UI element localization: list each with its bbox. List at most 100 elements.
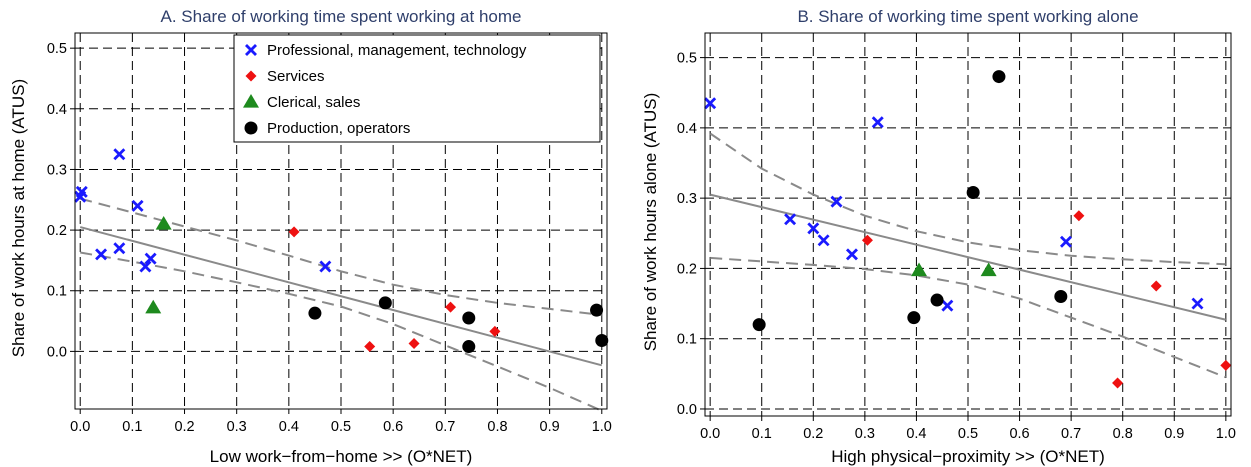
panel-a-point-professional	[131, 199, 144, 212]
panel-b-point-professional	[817, 234, 830, 247]
panel-b-x-tick-label: 0.6	[1009, 426, 1029, 442]
panel-b-y-tick-label: 0.4	[677, 121, 697, 137]
panel-b-y-tick-label: 0.2	[677, 261, 697, 277]
panel-a: A. Share of working time spent working a…	[9, 7, 612, 466]
panel-b-point-professional	[871, 116, 884, 129]
panel-b-grid	[705, 33, 1231, 416]
panel-b-x-tick-label: 0.7	[1061, 426, 1081, 442]
panel-a-point-professional	[113, 242, 126, 255]
panel-b-point-production	[930, 293, 944, 307]
legend-marker-professional-glyph	[245, 44, 257, 56]
panel-a-point-professional	[113, 148, 126, 161]
panel-b-ci-upper-line	[709, 132, 1226, 266]
legend-marker-services-glyph	[245, 70, 257, 82]
panel-a-x-tick-label: 0.9	[540, 419, 560, 435]
panel-a-point-professional	[95, 248, 108, 261]
panel-b: B. Share of working time spent working a…	[641, 7, 1236, 466]
panel-b-point-production	[907, 311, 921, 325]
panel-a-x-tick-label: 0.2	[174, 419, 194, 435]
panel-b-points	[704, 70, 1232, 389]
panel-b-point-clerical	[980, 262, 997, 277]
panel-b-series-production	[752, 70, 1068, 332]
panel-b-y-axis-label: Share of work hours alone (ATUS)	[641, 93, 660, 352]
legend: Professional, management, technology Ser…	[233, 34, 601, 143]
panel-b-point-services	[1150, 280, 1162, 292]
panel-b-point-professional	[784, 213, 797, 226]
panel-a-point-services	[408, 338, 420, 350]
panel-a-ci-lower-line	[80, 251, 603, 412]
panel-a-y-axis-label: Share of work hours at home (ATUS)	[9, 79, 28, 357]
panel-b-y-tick-label: 0.3	[677, 191, 697, 207]
panel-b-y-tick-label: 0.5	[677, 51, 697, 67]
panel-a-point-production	[462, 340, 476, 354]
panel-a-x-tick-label: 0.1	[122, 419, 142, 435]
panel-b-series-services	[861, 210, 1232, 389]
panel-b-x-tick-label: 0.3	[855, 426, 875, 442]
panel-b-point-professional	[807, 222, 820, 235]
panel-b-point-production	[1054, 290, 1068, 304]
panel-b-point-production	[966, 186, 980, 200]
legend-label-services: Services	[267, 68, 325, 85]
legend-marker-clerical	[243, 94, 259, 108]
panel-a-plot-frame	[74, 32, 608, 410]
panel-b-series-professional	[704, 97, 1204, 312]
panel-b-point-services	[1073, 210, 1085, 222]
panel-a-point-professional	[319, 260, 332, 273]
panel-a-x-tick-label: 0.5	[331, 419, 351, 435]
panel-a-point-services	[489, 325, 501, 337]
panel-a-x-tick-label: 0.8	[487, 419, 507, 435]
panel-b-x-tick-label: 0.4	[906, 426, 926, 442]
panel-b-point-services	[1220, 359, 1232, 371]
panel-a-point-production	[595, 333, 609, 347]
panel-a-y-tick-label: 0.3	[47, 162, 67, 178]
panel-b-point-professional	[704, 97, 717, 110]
panel-b-x-axis-label: High physical−proximity >> (O*NET)	[831, 447, 1105, 466]
panel-b-regression-line	[709, 193, 1227, 321]
panel-a-x-tick-label: 0.3	[227, 419, 247, 435]
panel-b-point-professional	[941, 299, 954, 312]
panel-b-x-tick-label: 0.5	[958, 426, 978, 442]
panel-b-point-production	[992, 70, 1006, 84]
panel-b-ticks: 0.0 0.1 0.2 0.3 0.4 0.5 0.6 0.7 0.8 0.9 1.0 0.0 0.1 0…	[677, 51, 1236, 442]
panel-b-x-tick-label: 0.1	[752, 426, 772, 442]
panel-a-x-tick-label: 0.0	[70, 419, 90, 435]
panel-b-point-professional	[1191, 297, 1204, 310]
panel-a-ci-upper-line	[79, 197, 602, 316]
legend-marker-production-glyph	[244, 121, 258, 135]
panel-b-x-tick-label: 1.0	[1216, 426, 1236, 442]
panel-b-plot-frame	[704, 32, 1232, 417]
panel-b-x-tick-label: 0.9	[1164, 426, 1184, 442]
legend-marker-production	[244, 121, 258, 135]
panel-a-y-tick-label: 0.1	[47, 284, 67, 300]
legend-label-professional: Professional, management, technology	[267, 42, 527, 59]
panel-a-series-production	[308, 296, 609, 354]
panel-a-title: A. Share of working time spent working a…	[161, 7, 522, 26]
panel-b-point-professional	[1059, 235, 1072, 248]
panel-b-series-clerical	[911, 262, 997, 277]
panel-a-fit-line	[79, 226, 603, 367]
panel-b-x-tick-label: 0.8	[1113, 426, 1133, 442]
panel-a-x-tick-label: 0.4	[279, 419, 299, 435]
panel-a-x-tick-label: 0.6	[383, 419, 403, 435]
panel-b-point-services	[1112, 377, 1124, 389]
panel-b-x-tick-label: 0.0	[700, 426, 720, 442]
legend-marker-clerical-glyph	[243, 94, 259, 108]
panel-a-point-production	[378, 296, 392, 310]
legend-label-production: Production, operators	[267, 120, 410, 137]
panel-a-x-tick-label: 1.0	[592, 419, 612, 435]
panel-b-ci-lower-line	[710, 256, 1227, 379]
panel-a-point-production	[590, 303, 604, 317]
panel-b-point-services	[861, 234, 873, 246]
panel-a-y-tick-label: 0.5	[47, 41, 67, 57]
panel-a-point-clerical	[145, 299, 162, 314]
panel-a-y-tick-label: 0.4	[47, 102, 67, 118]
panel-b-title: B. Share of working time spent working a…	[797, 7, 1138, 26]
panel-b-point-production	[752, 318, 766, 332]
panel-a-point-production	[462, 311, 476, 325]
panel-b-confidence-band	[709, 132, 1227, 379]
panel-a-point-production	[308, 306, 322, 320]
panel-b-point-professional	[830, 195, 843, 208]
panel-a-x-axis-label: Low work−from−home >> (O*NET)	[210, 447, 473, 466]
panel-a-point-services	[288, 226, 300, 238]
